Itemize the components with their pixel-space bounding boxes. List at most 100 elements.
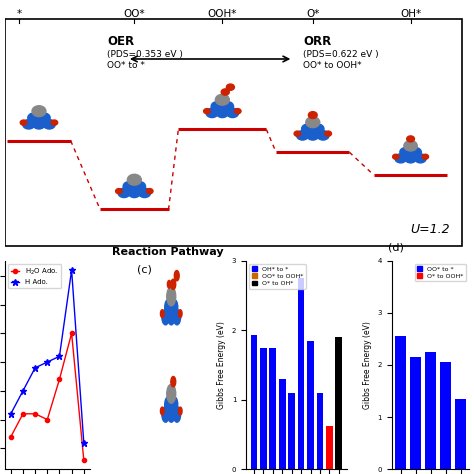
Circle shape bbox=[301, 124, 314, 134]
Circle shape bbox=[405, 154, 416, 163]
Circle shape bbox=[128, 188, 140, 198]
Circle shape bbox=[306, 117, 320, 128]
Text: OOH*: OOH* bbox=[208, 9, 237, 19]
Bar bbox=[425, 352, 436, 469]
Bar bbox=[440, 362, 451, 469]
Circle shape bbox=[165, 300, 172, 315]
Text: (PDS=0.353 eV ): (PDS=0.353 eV ) bbox=[108, 50, 183, 59]
Circle shape bbox=[415, 154, 426, 163]
Circle shape bbox=[171, 376, 176, 387]
Circle shape bbox=[28, 113, 40, 122]
Text: U=1.2: U=1.2 bbox=[410, 223, 450, 236]
Circle shape bbox=[168, 407, 175, 422]
Circle shape bbox=[307, 131, 319, 140]
H$_2$O Ado. bbox=[32, 411, 38, 417]
Circle shape bbox=[160, 310, 164, 318]
Circle shape bbox=[221, 101, 234, 111]
H Ado. bbox=[32, 365, 38, 371]
Bar bbox=[317, 393, 323, 469]
Circle shape bbox=[133, 182, 146, 191]
Circle shape bbox=[171, 279, 176, 290]
Legend: H$_2$O Ado., H Ado.: H$_2$O Ado., H Ado. bbox=[8, 264, 61, 288]
Circle shape bbox=[178, 310, 182, 318]
Circle shape bbox=[294, 131, 301, 136]
Circle shape bbox=[123, 182, 135, 191]
Circle shape bbox=[309, 112, 317, 118]
Circle shape bbox=[146, 189, 153, 194]
Text: OO* to OOH*: OO* to OOH* bbox=[303, 61, 362, 70]
Circle shape bbox=[128, 174, 141, 185]
Circle shape bbox=[422, 154, 428, 159]
Text: OER: OER bbox=[108, 36, 135, 48]
Circle shape bbox=[32, 106, 46, 117]
Circle shape bbox=[167, 281, 171, 288]
Text: O*: O* bbox=[306, 9, 319, 19]
Text: OH*: OH* bbox=[400, 9, 421, 19]
Circle shape bbox=[410, 147, 421, 156]
Circle shape bbox=[160, 407, 164, 415]
H Ado. bbox=[20, 388, 26, 393]
Bar bbox=[307, 341, 314, 469]
Circle shape bbox=[168, 310, 175, 325]
Circle shape bbox=[211, 101, 223, 111]
H Ado. bbox=[69, 267, 74, 273]
Text: *: * bbox=[17, 9, 22, 19]
Circle shape bbox=[51, 120, 58, 125]
Circle shape bbox=[171, 300, 178, 315]
Bar bbox=[326, 426, 333, 469]
Circle shape bbox=[235, 109, 241, 114]
H Ado. bbox=[45, 359, 50, 365]
H$_2$O Ado. bbox=[45, 417, 50, 422]
Text: (c): (c) bbox=[137, 264, 152, 274]
Circle shape bbox=[167, 287, 176, 306]
Circle shape bbox=[221, 89, 229, 95]
Circle shape bbox=[400, 147, 411, 156]
Line: H$_2$O Ado.: H$_2$O Ado. bbox=[9, 331, 86, 462]
H Ado. bbox=[8, 411, 14, 417]
Circle shape bbox=[138, 188, 151, 198]
Line: H Ado.: H Ado. bbox=[8, 267, 87, 446]
Circle shape bbox=[392, 154, 399, 159]
Circle shape bbox=[404, 141, 417, 151]
Text: (d): (d) bbox=[388, 242, 404, 252]
Circle shape bbox=[171, 397, 178, 412]
Circle shape bbox=[407, 136, 414, 142]
Circle shape bbox=[227, 108, 238, 118]
Circle shape bbox=[215, 94, 229, 105]
Circle shape bbox=[296, 131, 309, 140]
Circle shape bbox=[312, 124, 324, 134]
Bar bbox=[455, 399, 466, 469]
Legend: OO* to *, O* to OOH*: OO* to *, O* to OOH* bbox=[415, 264, 466, 282]
Circle shape bbox=[178, 407, 182, 415]
H$_2$O Ado. bbox=[56, 376, 62, 382]
Circle shape bbox=[395, 154, 407, 163]
Circle shape bbox=[20, 120, 27, 125]
Bar bbox=[251, 335, 257, 469]
Y-axis label: Gibbs Free Energy (eV): Gibbs Free Energy (eV) bbox=[363, 321, 372, 409]
Circle shape bbox=[33, 119, 45, 129]
Circle shape bbox=[173, 407, 181, 422]
H$_2$O Ado. bbox=[8, 434, 14, 439]
Circle shape bbox=[206, 108, 218, 118]
Circle shape bbox=[204, 109, 210, 114]
Circle shape bbox=[167, 384, 176, 403]
Circle shape bbox=[325, 131, 331, 136]
Circle shape bbox=[173, 310, 181, 325]
H$_2$O Ado. bbox=[81, 457, 87, 463]
Legend: OH* to *, OO* to OOH*, O* to OH*: OH* to *, OO* to OOH*, O* to OH* bbox=[249, 264, 306, 289]
Circle shape bbox=[118, 188, 130, 198]
Circle shape bbox=[162, 310, 169, 325]
Bar bbox=[260, 347, 267, 469]
Circle shape bbox=[174, 271, 179, 281]
Bar bbox=[395, 336, 406, 469]
Text: Reaction Pathway: Reaction Pathway bbox=[112, 247, 224, 257]
Circle shape bbox=[43, 119, 55, 129]
H$_2$O Ado. bbox=[20, 411, 26, 417]
H Ado. bbox=[56, 354, 62, 359]
Text: (PDS=0.622 eV ): (PDS=0.622 eV ) bbox=[303, 50, 379, 59]
Bar bbox=[410, 357, 421, 469]
H Ado. bbox=[81, 440, 87, 446]
Y-axis label: Gibbs Free Energy (eV): Gibbs Free Energy (eV) bbox=[217, 321, 226, 409]
Bar bbox=[336, 337, 342, 469]
Text: OO* to *: OO* to * bbox=[108, 61, 146, 70]
